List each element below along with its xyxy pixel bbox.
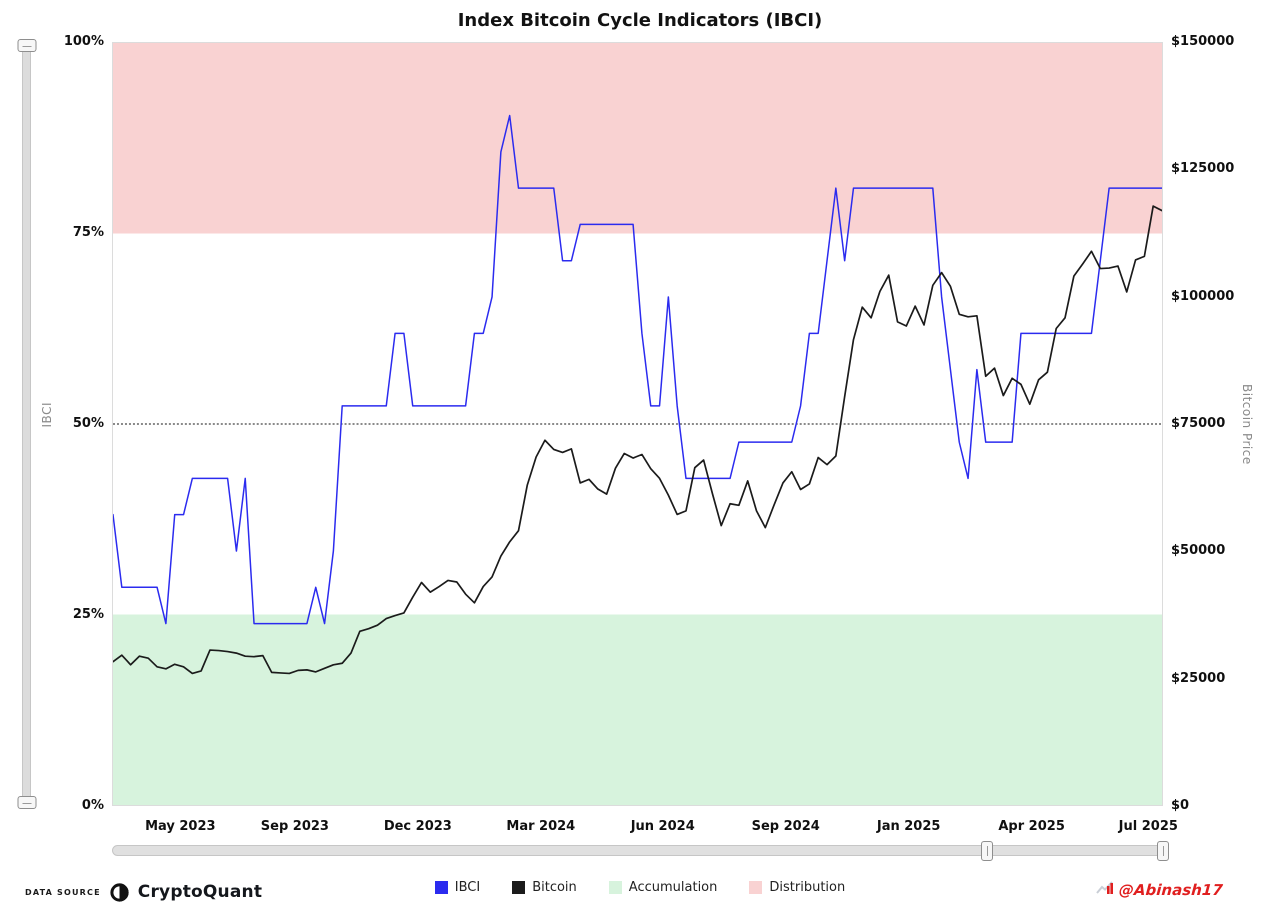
right-axis-tick: $25000 [1171, 670, 1226, 686]
plot-canvas [113, 43, 1162, 805]
x-axis-tick: Jun 2024 [630, 819, 695, 834]
cryptoquant-wordmark: CryptoQuant [137, 882, 263, 902]
right-axis-tick: $125000 [1171, 161, 1235, 177]
legend-swatch [434, 881, 448, 894]
watermark: @Abinash17 [1096, 880, 1223, 899]
left-axis-tick: 25% [72, 607, 104, 622]
x-range-handle-left[interactable] [981, 840, 994, 861]
right-axis-title: Bitcoin Price [1240, 384, 1254, 465]
right-axis-tick: $50000 [1171, 543, 1226, 559]
x-axis-tick: Dec 2023 [383, 819, 452, 834]
bitcoin-line [113, 205, 1162, 675]
legend-item-ibci[interactable]: IBCI [434, 880, 481, 895]
distribution-band [113, 43, 1162, 234]
x-axis-tick: Sep 2023 [260, 819, 329, 834]
ibci-line [113, 114, 1162, 625]
legend-swatch [608, 881, 622, 894]
legend-item-bitcoin[interactable]: Bitcoin [512, 880, 577, 895]
x-range-handle-right[interactable] [1156, 840, 1169, 861]
x-range-scrollbar[interactable] [112, 840, 1169, 861]
legend-label: Bitcoin [532, 880, 577, 895]
legend-item-distribution[interactable]: Distribution [749, 880, 845, 895]
right-axis-tick: $75000 [1171, 416, 1226, 431]
x-axis-tick: Sep 2024 [751, 819, 820, 834]
x-axis-tick: Apr 2025 [998, 819, 1065, 834]
watermark-chart-icon [1096, 880, 1114, 899]
watermark-handle: @Abinash17 [1118, 880, 1224, 899]
legend-swatch [749, 881, 763, 894]
legend-label: IBCI [454, 880, 481, 895]
cryptoquant-logo-icon [110, 882, 129, 902]
accumulation-band [113, 614, 1162, 805]
legend-label: Accumulation [628, 880, 718, 895]
left-axis-tick: 75% [72, 225, 104, 240]
x-axis-tick: Jan 2025 [876, 819, 941, 834]
left-axis-tick: 100% [63, 34, 104, 49]
x-axis-tick: May 2023 [145, 819, 216, 834]
data-source-label: DATA SOURCE [25, 887, 101, 897]
left-axis-tick: 0% [81, 798, 104, 813]
x-axis-tick: Mar 2024 [506, 819, 576, 834]
left-axis-tick: 50% [72, 416, 104, 431]
y-range-handle-top[interactable] [17, 39, 36, 52]
legend-label: Distribution [769, 880, 846, 895]
data-source: DATA SOURCE CryptoQuant [25, 882, 262, 902]
y-range-handle-bottom[interactable] [17, 796, 36, 809]
x-axis-tick: Jul 2025 [1118, 819, 1178, 834]
right-axis-tick: $0 [1171, 798, 1190, 813]
legend-item-accumulation[interactable]: Accumulation [608, 880, 718, 895]
right-axis-tick: $100000 [1171, 288, 1235, 304]
right-axis-tick: $150000 [1171, 34, 1235, 49]
chart-title: Index Bitcoin Cycle Indicators (IBCI) [457, 10, 823, 31]
y-range-scrollbar[interactable] [17, 39, 36, 809]
legend: IBCI Bitcoin Accumulation Distribution [0, 880, 1280, 895]
plot-area[interactable] [112, 42, 1163, 806]
legend-swatch [512, 881, 526, 894]
